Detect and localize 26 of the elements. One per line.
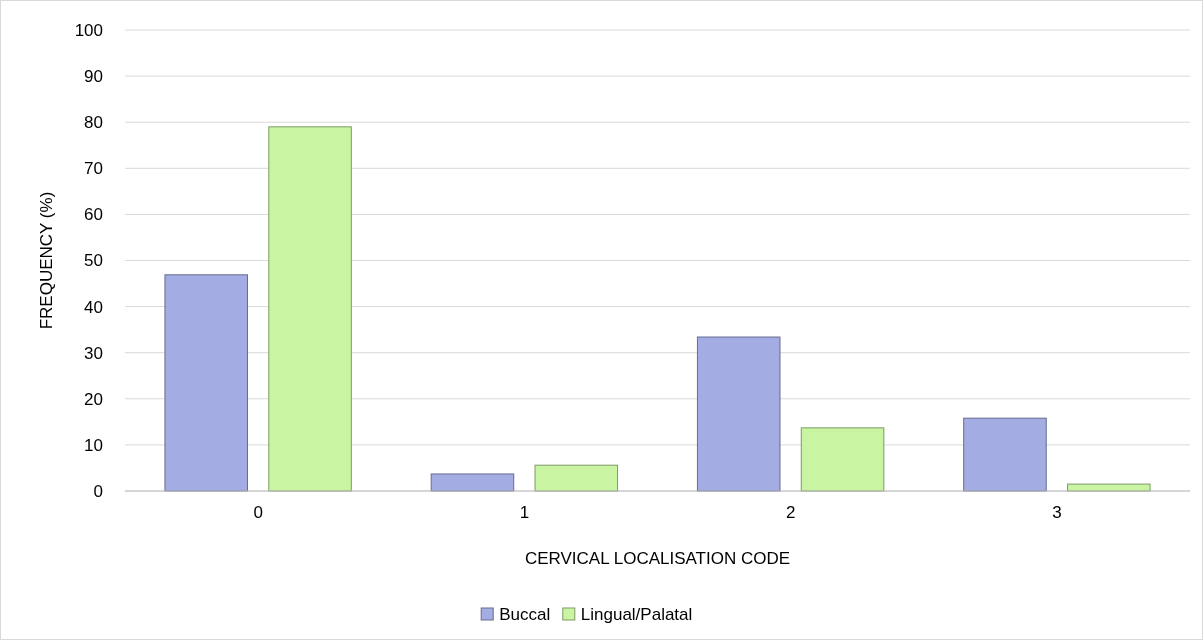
x-axis-title: CERVICAL LOCALISATION CODE xyxy=(524,549,791,568)
y-tick-label: 10 xyxy=(84,435,103,455)
y-tick-label: 100 xyxy=(74,20,103,40)
y-tick-label: 40 xyxy=(84,297,103,317)
bar xyxy=(268,126,352,492)
bar xyxy=(430,473,515,492)
y-tick-label: 80 xyxy=(84,113,103,133)
legend-label: Lingual/Palatal xyxy=(580,604,693,624)
y-tick-label: 70 xyxy=(84,159,103,179)
y-tick-label: 50 xyxy=(84,251,103,271)
bar xyxy=(963,417,1047,492)
bar xyxy=(534,464,619,492)
x-tick-label: 0 xyxy=(253,503,263,522)
x-tick-label: 2 xyxy=(785,503,796,522)
legend-label: Buccal xyxy=(499,604,551,624)
y-axis-title: FREQUENCY (%) xyxy=(37,191,56,330)
bar xyxy=(800,427,885,492)
y-tick-label: 30 xyxy=(84,343,103,363)
x-tick-label: 3 xyxy=(1052,503,1062,522)
y-tick-label: 0 xyxy=(93,481,103,501)
y-tick-label: 60 xyxy=(84,205,103,225)
x-tick-label: 1 xyxy=(519,503,530,522)
y-tick-label: 90 xyxy=(84,67,103,87)
bar xyxy=(696,336,781,492)
bar xyxy=(164,274,248,492)
y-tick-label: 20 xyxy=(84,389,103,409)
